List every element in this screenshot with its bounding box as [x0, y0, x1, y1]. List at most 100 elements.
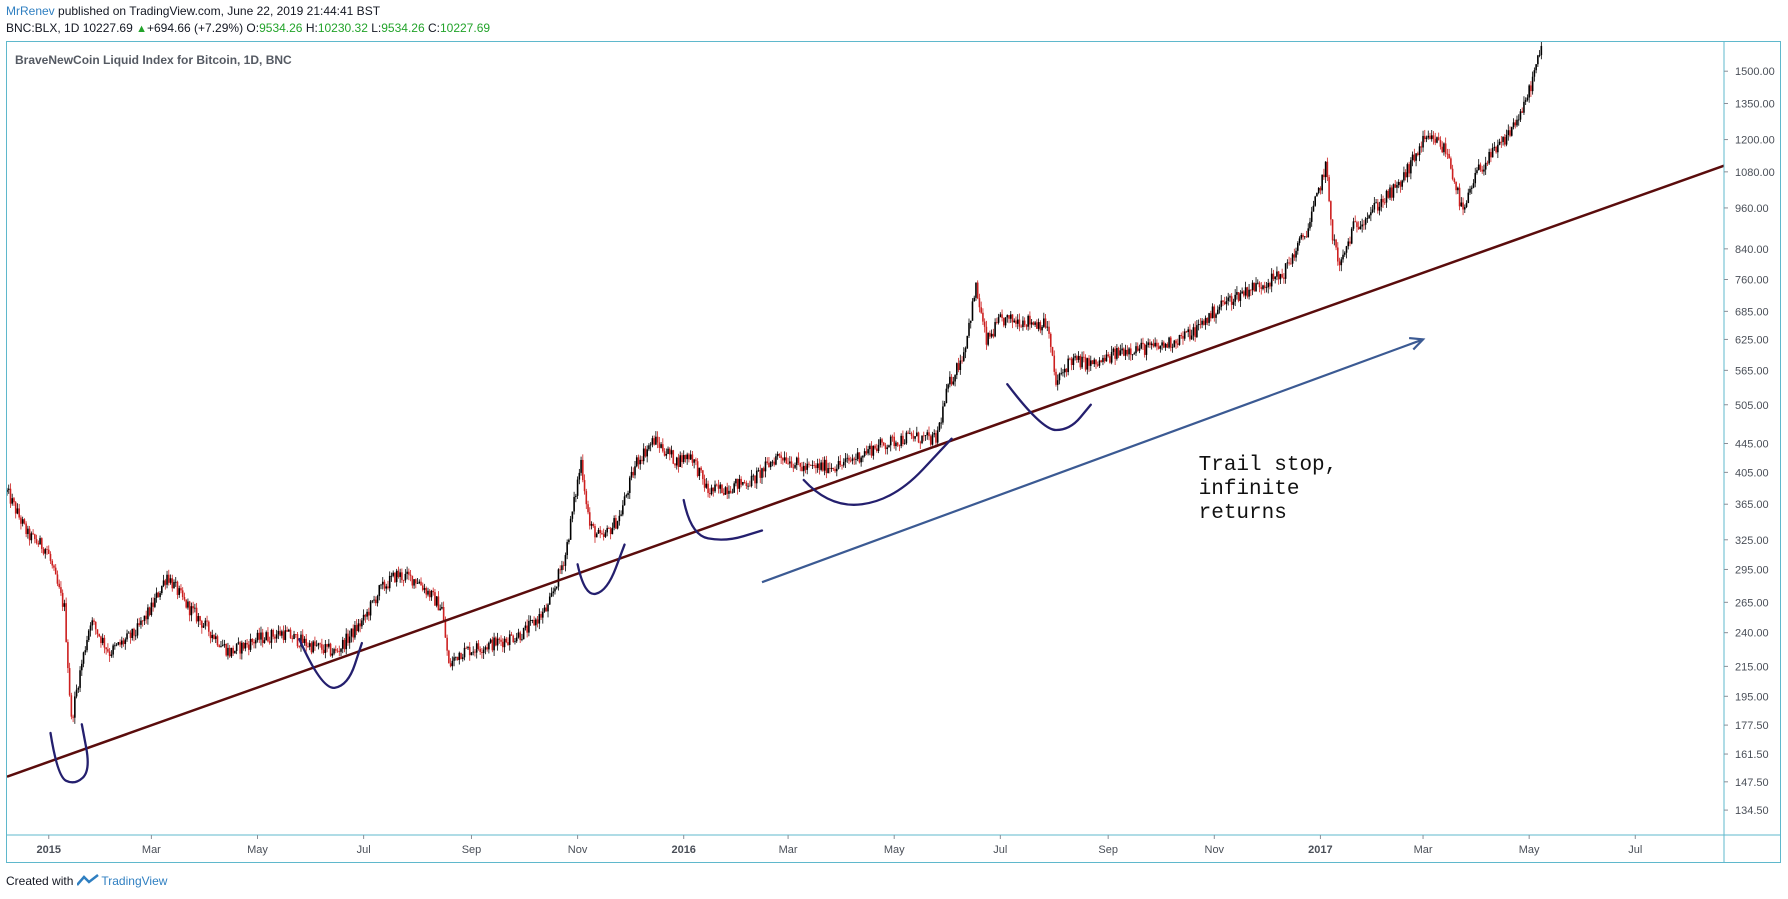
candle[interactable]	[512, 634, 515, 644]
candle[interactable]	[900, 433, 902, 449]
candle[interactable]	[58, 579, 60, 589]
candle[interactable]	[1467, 188, 1470, 204]
candle[interactable]	[740, 476, 742, 488]
candle[interactable]	[9, 483, 12, 508]
candle[interactable]	[642, 443, 645, 465]
candle[interactable]	[535, 617, 537, 632]
candle[interactable]	[1364, 216, 1367, 230]
candle[interactable]	[180, 584, 182, 594]
candle[interactable]	[1039, 320, 1042, 334]
candle[interactable]	[465, 646, 468, 649]
candle[interactable]	[1314, 195, 1316, 207]
candle[interactable]	[230, 647, 233, 659]
candle[interactable]	[470, 652, 473, 656]
candle[interactable]	[1310, 206, 1313, 227]
candle[interactable]	[829, 462, 831, 474]
candle[interactable]	[856, 448, 859, 462]
candle[interactable]	[286, 626, 288, 632]
candle[interactable]	[246, 638, 248, 648]
candle[interactable]	[663, 448, 666, 457]
candle[interactable]	[717, 479, 720, 494]
candle[interactable]	[420, 577, 422, 586]
candle[interactable]	[1316, 192, 1318, 197]
candle[interactable]	[1084, 354, 1087, 372]
candle[interactable]	[715, 483, 718, 487]
candle[interactable]	[1215, 312, 1217, 324]
candle[interactable]	[653, 435, 655, 446]
candle[interactable]	[91, 617, 94, 631]
candle[interactable]	[1008, 315, 1010, 324]
candle[interactable]	[237, 637, 240, 645]
candle[interactable]	[538, 608, 541, 630]
candle[interactable]	[310, 641, 313, 655]
candle[interactable]	[590, 521, 593, 530]
candle[interactable]	[472, 646, 475, 656]
candle[interactable]	[531, 619, 534, 624]
candle[interactable]	[860, 455, 862, 467]
candle[interactable]	[1497, 139, 1499, 159]
candle[interactable]	[415, 578, 417, 589]
candle[interactable]	[455, 656, 457, 661]
candle[interactable]	[1276, 266, 1278, 281]
candle[interactable]	[1058, 372, 1061, 385]
candle[interactable]	[1368, 214, 1370, 219]
candle[interactable]	[251, 638, 254, 646]
candle[interactable]	[1069, 357, 1071, 361]
candle[interactable]	[241, 640, 243, 660]
candle[interactable]	[1333, 234, 1336, 246]
candle[interactable]	[1530, 81, 1532, 97]
candle[interactable]	[1331, 219, 1334, 245]
candle[interactable]	[192, 601, 194, 614]
candle[interactable]	[1016, 314, 1019, 330]
candle[interactable]	[952, 376, 955, 386]
candle[interactable]	[134, 629, 137, 641]
candle[interactable]	[148, 606, 151, 617]
candle[interactable]	[1470, 185, 1473, 195]
candle[interactable]	[314, 636, 316, 651]
candle[interactable]	[682, 450, 685, 464]
candle[interactable]	[1343, 251, 1346, 257]
candle[interactable]	[888, 444, 890, 448]
candle[interactable]	[1300, 232, 1303, 240]
candle[interactable]	[427, 587, 429, 597]
candle[interactable]	[550, 587, 553, 598]
candle[interactable]	[1284, 263, 1287, 284]
candle[interactable]	[695, 457, 697, 466]
candle[interactable]	[42, 547, 45, 556]
candle[interactable]	[1469, 185, 1471, 195]
candle[interactable]	[138, 617, 141, 627]
candle[interactable]	[493, 632, 495, 657]
candle[interactable]	[811, 460, 814, 470]
candle[interactable]	[1229, 294, 1231, 302]
candle[interactable]	[936, 426, 939, 447]
candle[interactable]	[397, 566, 400, 579]
candle[interactable]	[1001, 309, 1003, 322]
candle[interactable]	[93, 618, 95, 625]
candle[interactable]	[1453, 177, 1456, 184]
candle[interactable]	[655, 431, 657, 446]
candle[interactable]	[996, 317, 998, 325]
candle[interactable]	[641, 456, 643, 464]
candle[interactable]	[329, 642, 332, 657]
candle[interactable]	[385, 583, 388, 594]
candle[interactable]	[719, 482, 722, 494]
candle[interactable]	[1136, 342, 1139, 352]
candle[interactable]	[176, 580, 179, 600]
candle[interactable]	[235, 643, 238, 655]
candle[interactable]	[209, 631, 212, 644]
candle[interactable]	[1023, 317, 1026, 328]
candle[interactable]	[505, 636, 508, 644]
candle[interactable]	[270, 628, 273, 649]
candle[interactable]	[1272, 269, 1275, 281]
candle[interactable]	[768, 457, 770, 468]
candle[interactable]	[922, 431, 925, 442]
candle[interactable]	[1029, 311, 1031, 330]
candle[interactable]	[961, 356, 963, 364]
candle[interactable]	[1143, 343, 1146, 358]
candle[interactable]	[324, 640, 327, 659]
candle[interactable]	[404, 569, 407, 583]
candle[interactable]	[910, 431, 913, 440]
candle[interactable]	[214, 632, 217, 644]
candle[interactable]	[515, 632, 518, 643]
candle[interactable]	[733, 481, 735, 494]
